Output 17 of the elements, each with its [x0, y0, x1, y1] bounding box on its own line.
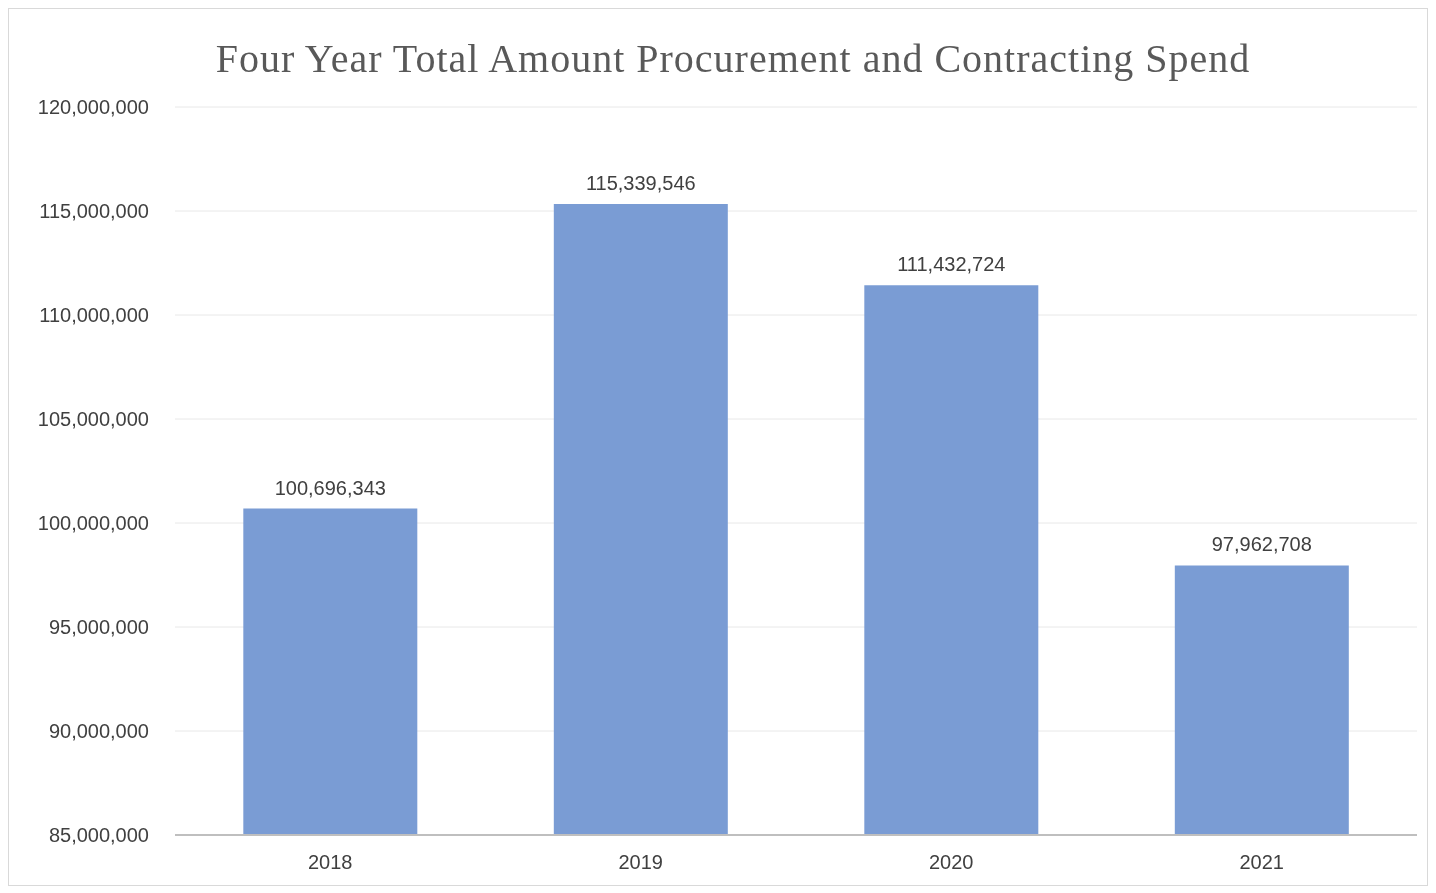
x-tick-label: 2020	[929, 851, 974, 874]
data-label: 100,696,343	[274, 476, 386, 499]
data-label: 115,339,546	[585, 171, 696, 194]
data-label: 111,432,724	[897, 253, 1006, 276]
x-tick-label: 2019	[618, 851, 663, 874]
chart-title: Four Year Total Amount Procurement and Contracting Spend	[214, 35, 1252, 83]
y-tick-label: 110,000,000	[39, 304, 149, 327]
y-tick-label: 120,000,000	[37, 96, 149, 119]
x-tick-label: 2018	[308, 851, 353, 874]
y-tick-label: 100,000,000	[37, 512, 149, 535]
y-tick-label: 105,000,000	[37, 408, 149, 431]
y-tick-label: 85,000,000	[48, 824, 149, 847]
y-tick-label: 90,000,000	[48, 720, 149, 743]
data-label: 97,962,708	[1211, 533, 1312, 556]
x-tick-label: 2021	[1239, 851, 1284, 874]
y-tick-label: 115,000,000	[39, 200, 149, 223]
y-tick-label: 95,000,000	[48, 616, 149, 639]
